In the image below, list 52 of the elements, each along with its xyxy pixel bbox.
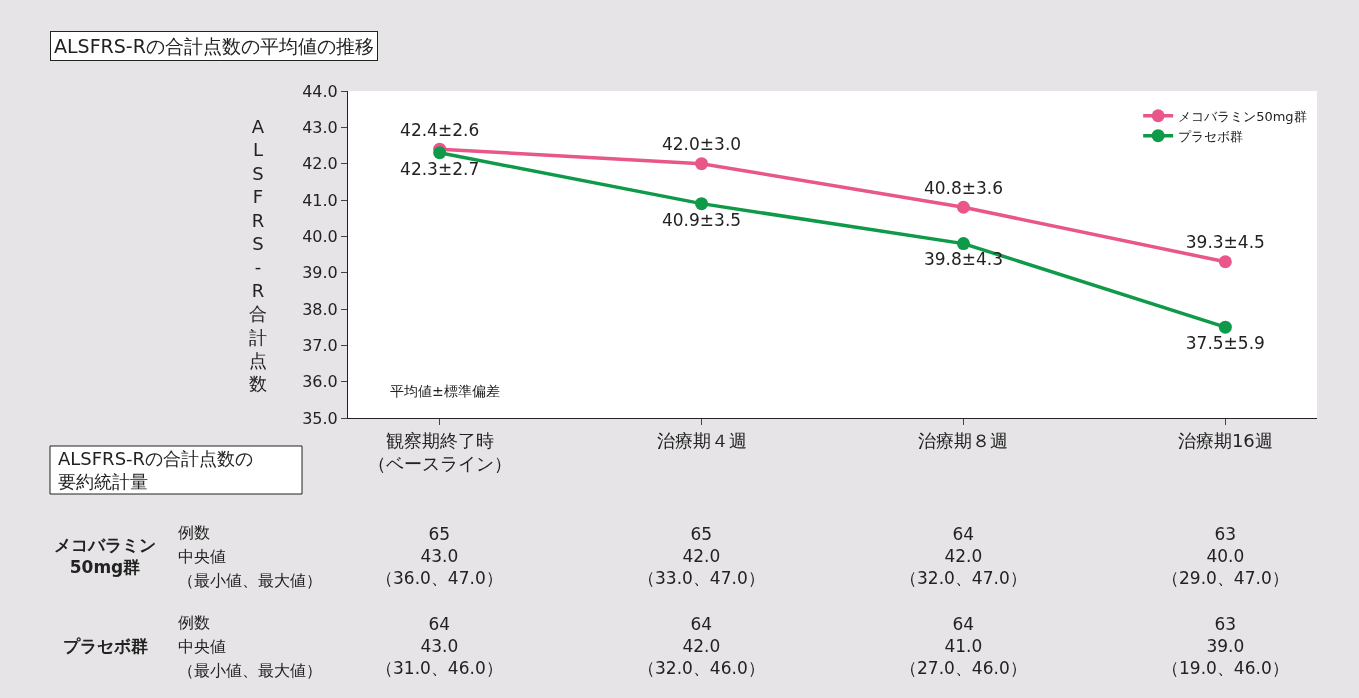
point xyxy=(1218,255,1232,269)
point xyxy=(1218,320,1232,334)
text: ALSFRS-Rの合計点数の xyxy=(58,448,254,469)
text: 64 42.0 （32.0、46.0） xyxy=(638,614,765,679)
text: プラセボ群 xyxy=(63,636,148,656)
y-tick-label: 39.0 xyxy=(302,263,338,283)
data-label: 40.8±3.6 xyxy=(923,177,1004,198)
y-tick-label: 44.0 xyxy=(302,81,338,101)
text: （最小値、最大値） xyxy=(178,571,322,590)
y-tick-label: 41.0 xyxy=(302,190,338,210)
point xyxy=(956,237,970,251)
text: 65 43.0 （36.0、47.0） xyxy=(376,524,503,589)
text: （最小値、最大値） xyxy=(178,661,322,680)
x-tick-label: 治療期16週 xyxy=(1177,429,1273,451)
x-tick-label: 治療期４週 xyxy=(656,429,747,451)
text: 65 42.0 （33.0、47.0） xyxy=(638,524,765,589)
point xyxy=(433,146,447,160)
text: 例数 xyxy=(178,613,210,632)
x-tick-label: 観察期終了時（ベースライン） xyxy=(367,429,512,474)
legend-label: メコバラミン50mg群 xyxy=(1178,108,1307,124)
text: 例数 xyxy=(178,523,210,542)
x-tick-label: 治療期８週 xyxy=(918,429,1009,451)
text: 64 41.0 （27.0、46.0） xyxy=(900,614,1027,679)
y-tick-label: 42.0 xyxy=(302,154,338,174)
text: メコバラミン 50mg群 xyxy=(54,535,156,578)
text: 64 43.0 （31.0、46.0） xyxy=(376,614,503,679)
data-label: 39.8±4.3 xyxy=(923,249,1004,270)
data-label: 39.3±4.5 xyxy=(1185,232,1265,253)
data-label: 40.9±3.5 xyxy=(661,209,742,230)
y-tick-label: 36.0 xyxy=(302,372,338,392)
text: 中央値 xyxy=(178,637,226,656)
text: ALSFRS-R合計点数 xyxy=(249,116,267,395)
y-tick-label: 43.0 xyxy=(302,117,338,137)
text: 64 42.0 （32.0、47.0） xyxy=(900,524,1027,589)
chart-title: ALSFRS-Rの合計点数の平均値の推移 xyxy=(54,35,374,57)
point xyxy=(956,200,970,214)
data-label: 42.3±2.7 xyxy=(400,158,480,179)
data-label: 37.5±5.9 xyxy=(1185,333,1265,354)
y-tick-label: 35.0 xyxy=(302,408,338,428)
point xyxy=(695,157,709,171)
point xyxy=(695,197,709,211)
data-label: 42.0±3.0 xyxy=(661,134,742,155)
y-tick-label: 40.0 xyxy=(302,226,338,246)
y-tick-label: 38.0 xyxy=(302,299,338,319)
legend-label: プラセボ群 xyxy=(1178,128,1244,144)
data-label: 42.4±2.6 xyxy=(400,119,480,140)
text: 中央値 xyxy=(178,547,226,566)
annotation: 平均値±標準偏差 xyxy=(390,383,500,399)
y-tick-label: 37.0 xyxy=(302,335,338,355)
text: 63 40.0 （29.0、47.0） xyxy=(1162,524,1289,589)
text: 63 39.0 （19.0、46.0） xyxy=(1162,614,1289,679)
text: 要約統計量 xyxy=(58,471,148,492)
